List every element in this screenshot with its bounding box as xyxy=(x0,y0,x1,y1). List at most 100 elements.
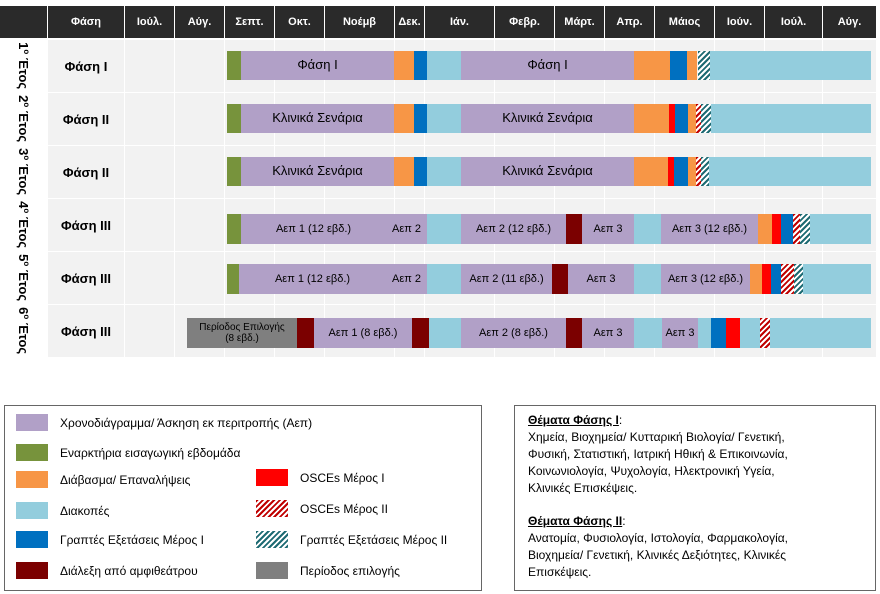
topics-line: Επισκέψεις. xyxy=(528,565,592,579)
revision-block xyxy=(688,157,696,186)
revision-block xyxy=(394,104,414,133)
segment-label: Φάση Ι xyxy=(527,57,568,73)
segment-label: Αεπ 2 (8 εβδ.) xyxy=(479,326,548,339)
legend-item-revision: Διάβασμα/ Επαναλήψεις xyxy=(16,471,190,488)
year-label-cell: 6ο Έτος xyxy=(0,305,47,357)
revision-block xyxy=(688,104,696,133)
month-divider xyxy=(554,40,555,358)
segment-label: Αεπ 2 (11 εβδ.) xyxy=(469,272,544,285)
year-label-cell: 1ο Έτος xyxy=(0,40,47,92)
osce-1-block xyxy=(772,214,781,244)
rotation-block: Αεπ 2 (12 εβδ.) xyxy=(461,214,566,244)
written-exam-1-block xyxy=(414,157,427,186)
written-exam-1-block xyxy=(414,51,427,80)
month-divider xyxy=(654,40,655,358)
osce-2-block xyxy=(696,157,701,186)
segment-label: Αεπ 3 xyxy=(665,326,695,339)
segment-label: Αεπ 3 xyxy=(593,222,623,235)
rotation-block: Φάση Ι xyxy=(461,51,634,80)
legend-swatch-green xyxy=(16,444,48,461)
segment-label: Κλινικά Σενάρια xyxy=(272,110,363,126)
holiday-block xyxy=(634,264,661,294)
written-exam-1-block xyxy=(414,104,427,133)
holiday-block xyxy=(770,318,871,348)
segment-label: Αεπ 1 (12 εβδ.) xyxy=(275,222,352,235)
lecture-block xyxy=(552,264,568,294)
year-label: 3ο Έτος xyxy=(15,148,32,196)
written-exam-1-block xyxy=(771,264,781,294)
topics-line: Βιοχημεία/ Γενετική, Κλινικές Δεξιότητες… xyxy=(528,548,787,562)
osce-2-block xyxy=(793,214,800,244)
written-exam-2-block xyxy=(794,264,803,294)
written-exam-1-block xyxy=(781,214,793,244)
legend-swatch-blue xyxy=(16,531,48,548)
rotation-block: Αεπ 3 xyxy=(582,214,634,244)
legend-swatch-gray xyxy=(256,562,288,579)
legend-label: Διακοπές xyxy=(60,503,110,518)
rotation-block: Αεπ 3 (12 εβδ.) xyxy=(661,264,750,294)
rotation-block: Κλινικά Σενάρια xyxy=(461,157,634,186)
topics-line: Κοινωνιολογία, Ψυχολογία, Ηλεκτρονική Υγ… xyxy=(528,464,775,478)
written-exam-2-block xyxy=(800,214,810,244)
legend-item-holidays: Διακοπές xyxy=(16,502,109,519)
legend-label: Χρονοδιάγραμμα/ Άσκηση εκ περιτροπής (Αε… xyxy=(60,415,313,430)
holiday-block xyxy=(709,157,871,186)
topics-line: Φυσική, Στατιστική, Ιατρική Ηθική & Επικ… xyxy=(528,447,788,461)
rotation-block: Αεπ 2 (8 εβδ.) xyxy=(461,318,566,348)
written-exam-1-block xyxy=(674,157,688,186)
intro-week-block xyxy=(227,214,241,244)
holiday-block xyxy=(810,214,871,244)
topics-box xyxy=(514,405,876,591)
phase-label: Φάση ΙΙ xyxy=(48,93,124,145)
intro-week-block xyxy=(227,264,239,294)
header-month-mar: Μάρτ. xyxy=(555,6,604,38)
year-label-cell: 3ο Έτος xyxy=(0,146,47,198)
month-divider xyxy=(394,40,395,358)
segment-label: Αεπ 3 xyxy=(593,326,623,339)
revision-block xyxy=(394,51,414,80)
lecture-block xyxy=(412,318,429,348)
month-divider xyxy=(714,40,715,358)
rotation-block: Κλινικά Σενάρια xyxy=(241,157,394,186)
holiday-block xyxy=(427,51,461,80)
legend-item-intro-week: Εναρκτήρια εισαγωγική εβδομάδα xyxy=(16,444,240,461)
legend-label: OSCEs Μέρος ΙΙ xyxy=(300,501,388,516)
month-divider xyxy=(424,40,425,358)
written-exam-2-block xyxy=(701,157,709,186)
legend-label: Εναρκτήρια εισαγωγική εβδομάδα xyxy=(60,445,241,460)
revision-block xyxy=(634,157,656,186)
phase-label: Φάση ΙΙΙ xyxy=(48,252,124,304)
osce-2-block xyxy=(760,318,770,348)
holiday-block xyxy=(634,318,662,348)
holiday-block xyxy=(427,214,461,244)
legend-item-rotation: Χρονοδιάγραμμα/ Άσκηση εκ περιτροπής (Αε… xyxy=(16,414,312,431)
revision-block xyxy=(634,51,657,80)
holiday-block xyxy=(427,104,461,133)
written-exam-2-block xyxy=(698,51,710,80)
legend-swatch-teal-hatched xyxy=(256,531,288,548)
topics-phase-1: Θέματα Φάσης Ι: Χημεία, Βιοχημεία/ Κυττα… xyxy=(528,412,788,497)
header-month-aug: Αύγ. xyxy=(175,6,224,38)
revision-block xyxy=(750,264,762,294)
topics-phase-2-title: Θέματα Φάσης ΙΙ xyxy=(528,514,623,528)
year-label: 6ο Έτος xyxy=(15,307,32,355)
year-label-cell: 2ο Έτος xyxy=(0,93,47,145)
segment-label: Αεπ 3 xyxy=(586,272,616,285)
header-phase: Φάση xyxy=(48,6,124,38)
lecture-block xyxy=(297,318,314,348)
holiday-block xyxy=(427,264,461,294)
segment-label: Αεπ 2 xyxy=(391,222,421,235)
curriculum-timeline: Φάση Ιούλ. Αύγ. Σεπτ. Οκτ. Νοέμβ Δεκ. Ιά… xyxy=(0,6,876,358)
segment-label: Κλινικά Σενάρια xyxy=(272,163,363,179)
topics-line: Χημεία, Βιοχημεία/ Κυτταρική Βιολογία/ Γ… xyxy=(528,430,785,444)
segment-label: Αεπ 3 (12 εβδ.) xyxy=(671,222,748,235)
phase-label: Φάση ΙΙΙ xyxy=(48,305,124,357)
header-month-may: Μάιος xyxy=(655,6,714,38)
legend-swatch-red xyxy=(256,469,288,486)
rotation-block: Αεπ 3 xyxy=(568,264,634,294)
month-divider xyxy=(124,40,125,358)
topics-phase-1-colon: : xyxy=(618,413,623,427)
rotation-block: Αεπ 2 (11 εβδ.) xyxy=(461,264,552,294)
rotation-block: Αεπ 1 (8 εβδ.) xyxy=(314,318,412,348)
legend-item-elective: Περίοδος επιλογής xyxy=(256,562,400,579)
